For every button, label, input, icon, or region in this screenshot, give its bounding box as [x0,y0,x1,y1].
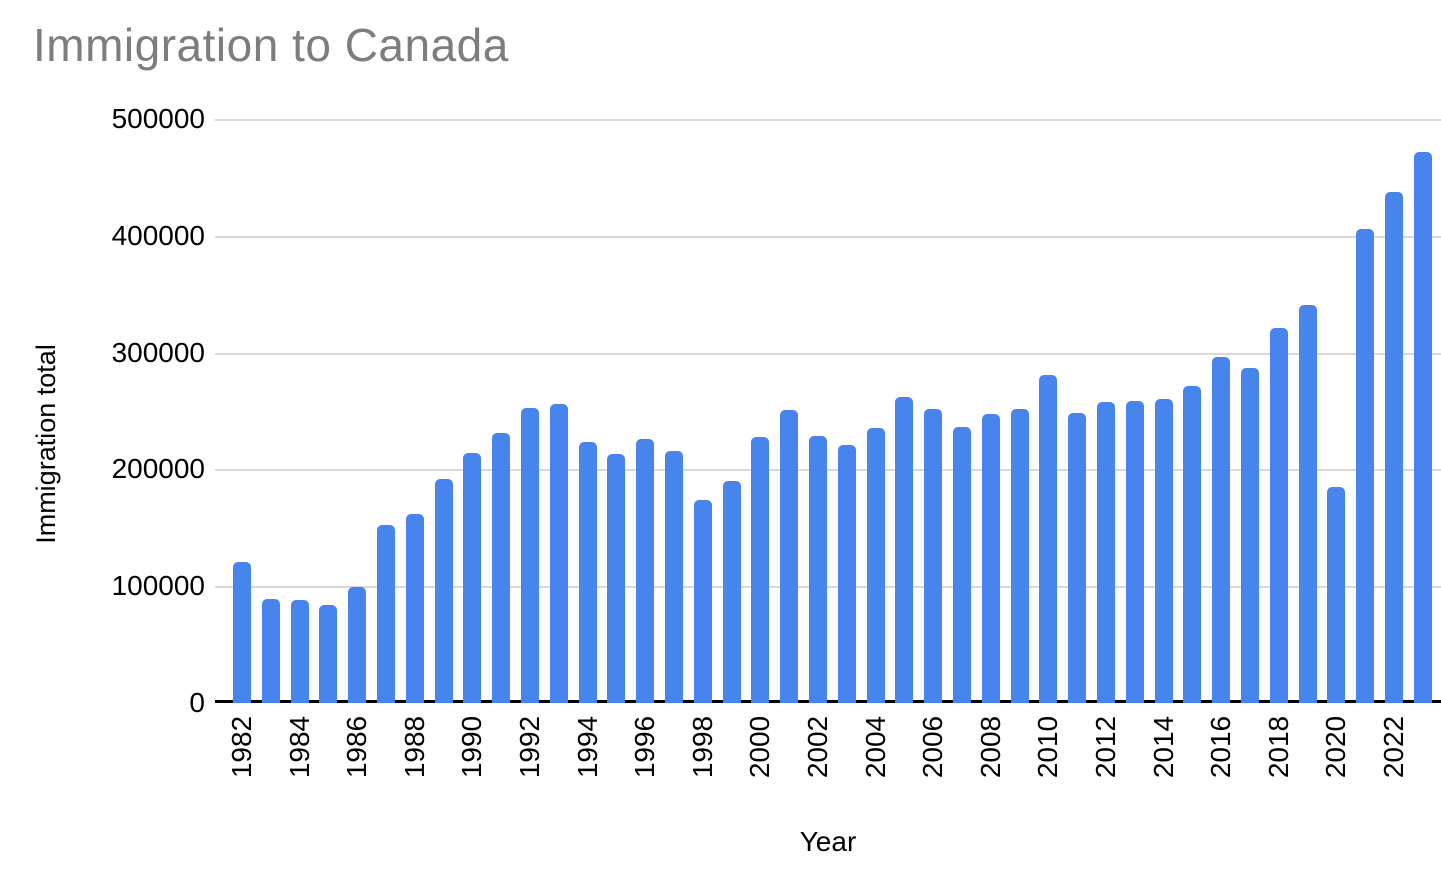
bar-2004 [866,427,885,703]
bar-2010 [1039,375,1058,703]
bar-2000 [751,437,770,703]
x-tick-label: 2010 [1032,715,1064,779]
x-tick-label: 2004 [859,715,891,779]
bar-2014 [1154,398,1173,703]
bar-1984 [290,599,309,703]
bar-2012 [1097,401,1115,703]
bar-2013 [1125,400,1144,703]
bar-2009 [1010,408,1029,703]
bar-2019 [1298,304,1317,703]
bar-2008 [981,414,1000,703]
y-tick-label: 100000 [111,570,205,602]
x-tick-label: 2016 [1205,715,1237,779]
bar-1998 [693,499,712,703]
bar-2011 [1068,412,1087,703]
x-tick-label: 2014 [1147,715,1179,779]
bar-2018 [1269,328,1288,703]
bar-2021 [1356,228,1375,703]
y-tick-label: 200000 [111,453,205,485]
bar-2020 [1327,487,1346,703]
x-tick-label: 1988 [398,715,430,779]
bar-2016 [1212,356,1231,703]
bar-1987 [377,525,395,703]
grid-line [215,235,1441,238]
plot-area [215,119,1441,703]
x-tick-label: 2012 [1090,715,1121,779]
y-tick-label: 500000 [111,103,205,134]
x-tick-label: 1998 [686,715,718,779]
bar-1993 [549,404,568,703]
x-tick-label: 2022 [1378,715,1409,779]
chart-title: Immigration to Canada [33,19,509,71]
bar-2006 [924,409,943,703]
x-tick-label: 2002 [802,715,833,779]
bar-1986 [348,587,367,703]
bar-1994 [578,441,597,703]
bar-2002 [809,435,827,703]
bar-1992 [521,407,539,703]
bar-1985 [319,604,338,703]
bar-1983 [261,598,280,703]
grid-line [215,352,1441,355]
grid-line [215,119,1441,121]
bar-1991 [492,433,511,703]
x-tick-label: 1990 [456,715,488,779]
bar-1988 [405,513,424,703]
grid-line [215,586,1441,589]
bar-2017 [1241,368,1259,703]
bar-2023 [1413,152,1432,703]
x-tick-label: 2018 [1262,715,1294,779]
y-tick-label: 300000 [111,336,205,368]
bar-1995 [607,454,626,703]
x-axis-baseline [215,700,1441,703]
x-tick-label: 1992 [514,715,545,779]
bar-1996 [636,438,655,703]
bar-2007 [953,426,971,703]
x-axis-title: Year [799,826,857,857]
bar-2005 [895,396,914,703]
y-tick-label: 400000 [111,219,205,251]
bar-2015 [1183,385,1202,703]
x-tick-label: 2020 [1320,715,1352,779]
x-tick-label: 1986 [341,715,373,779]
bar-2022 [1385,192,1403,703]
bar-1999 [722,481,741,703]
x-tick-label: 1996 [629,715,661,779]
bar-1997 [665,450,683,703]
x-tick-label: 2008 [974,715,1006,779]
bar-2001 [780,410,799,703]
y-tick-label: 0 [189,687,205,718]
bar-1990 [463,452,482,703]
bar-1982 [233,561,251,703]
x-tick-label: 1984 [283,715,315,779]
x-tick-label: 2000 [744,715,776,779]
x-tick-label: 2006 [917,715,949,779]
x-tick-label: 1982 [226,715,257,779]
x-tick-label: 1994 [571,715,603,779]
grid-line [215,469,1441,472]
bar-2003 [837,444,856,703]
bar-1989 [434,478,453,703]
